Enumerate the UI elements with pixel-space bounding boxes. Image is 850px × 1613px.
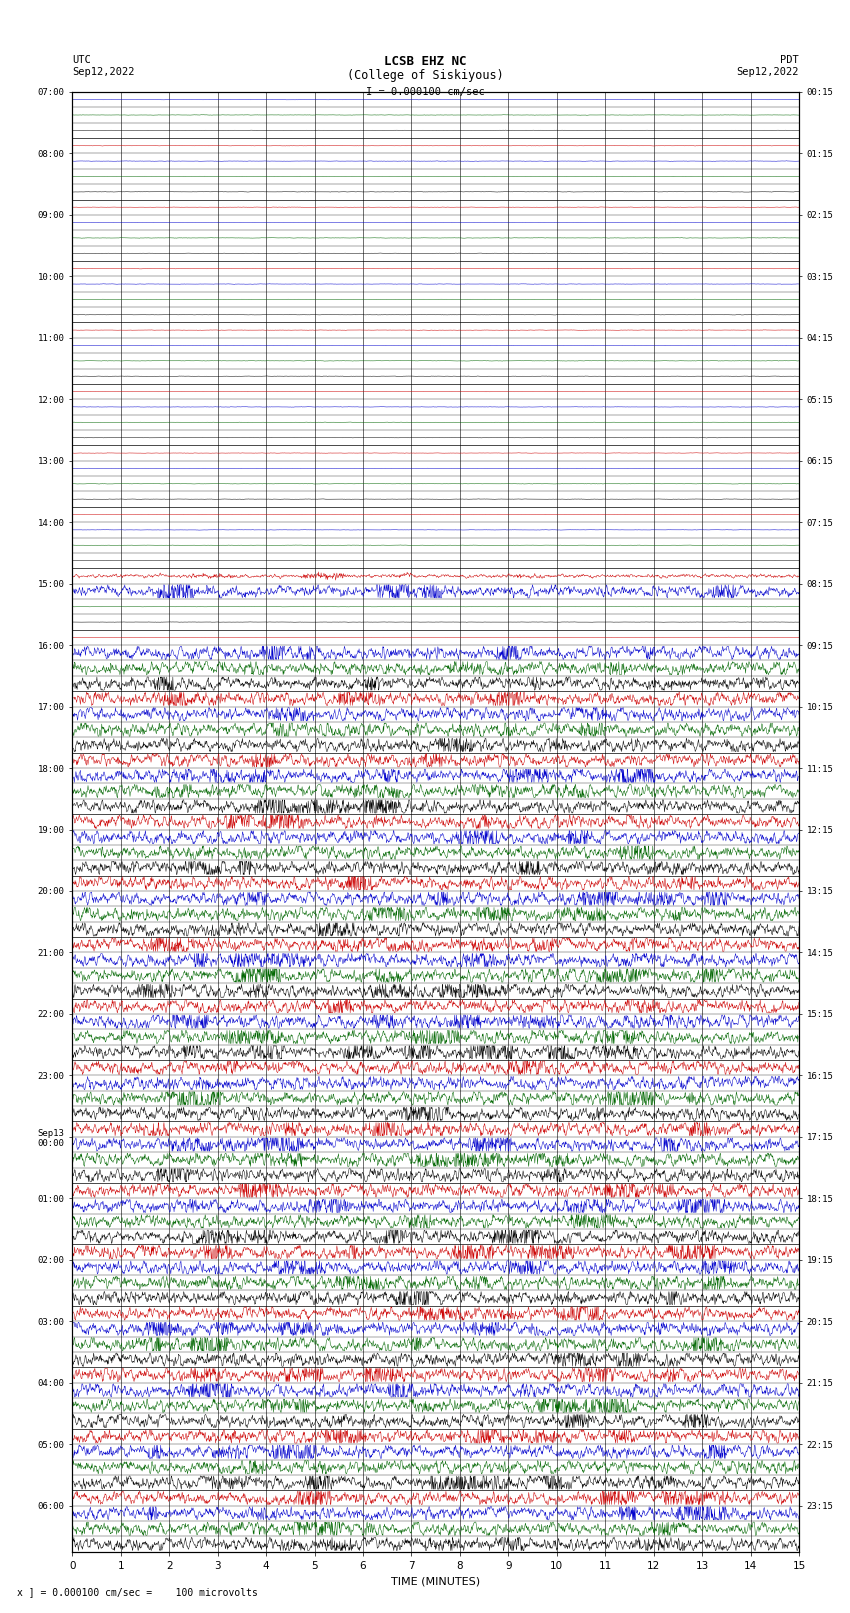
Text: LCSB EHZ NC: LCSB EHZ NC: [383, 55, 467, 68]
Text: (College of Siskiyous): (College of Siskiyous): [347, 69, 503, 82]
Text: x ] = 0.000100 cm/sec =    100 microvolts: x ] = 0.000100 cm/sec = 100 microvolts: [17, 1587, 258, 1597]
Text: Sep12,2022: Sep12,2022: [736, 68, 799, 77]
Text: I = 0.000100 cm/sec: I = 0.000100 cm/sec: [366, 87, 484, 97]
Text: UTC: UTC: [72, 55, 91, 65]
Text: Sep12,2022: Sep12,2022: [72, 68, 135, 77]
Text: PDT: PDT: [780, 55, 799, 65]
X-axis label: TIME (MINUTES): TIME (MINUTES): [391, 1576, 480, 1586]
